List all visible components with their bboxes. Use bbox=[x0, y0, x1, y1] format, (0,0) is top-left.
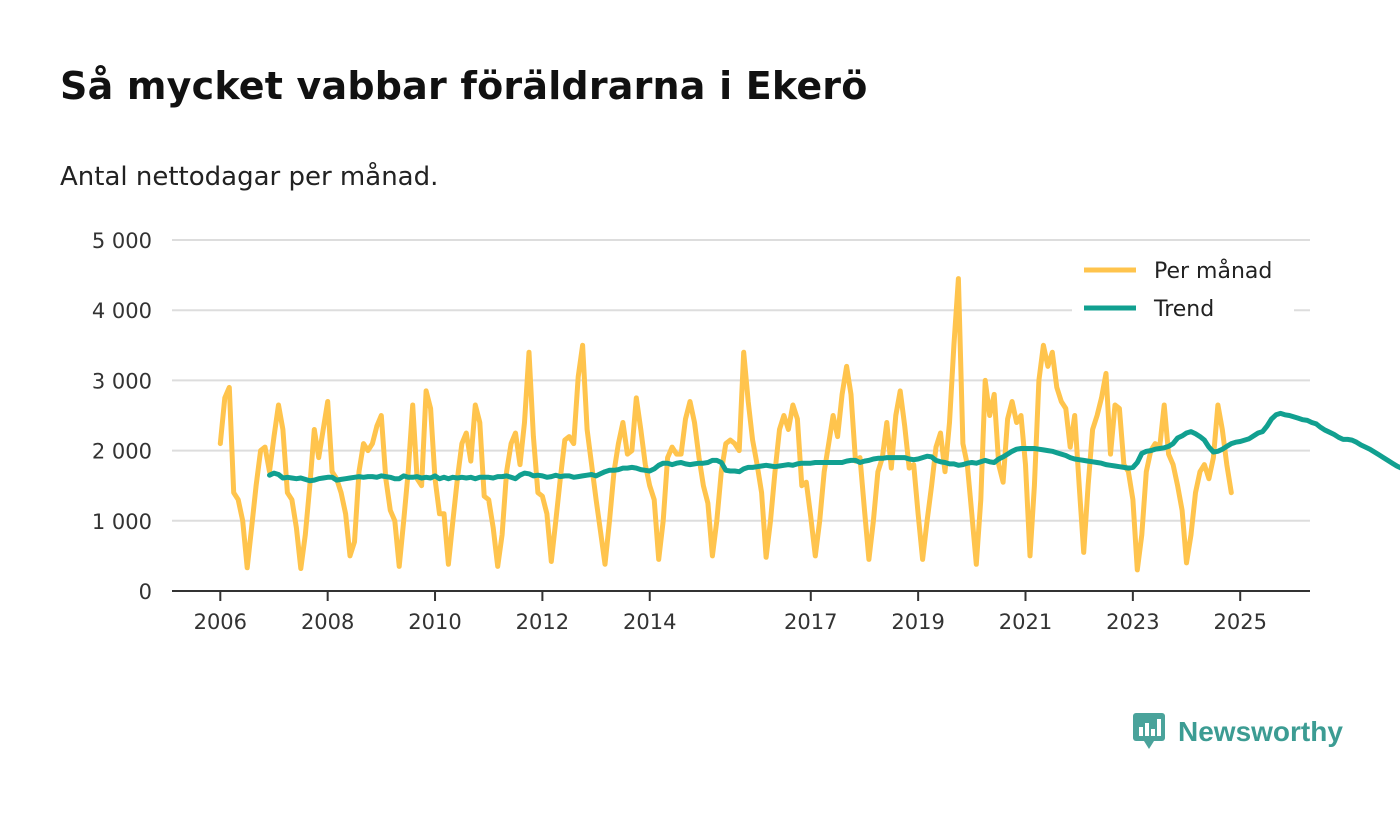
brand-name: Newsworthy bbox=[1178, 716, 1343, 747]
x-tick-label: 2019 bbox=[891, 610, 944, 634]
y-tick-label: 5 000 bbox=[92, 229, 152, 253]
y-tick-label: 4 000 bbox=[92, 299, 152, 323]
chart-title: Så mycket vabbar föräldrarna i Ekerö bbox=[60, 64, 868, 108]
series-lines bbox=[217, 276, 1400, 573]
y-tick-label: 0 bbox=[139, 580, 152, 604]
x-tick-label: 2021 bbox=[999, 610, 1052, 634]
x-axis: 2006 2008 2010 2012 2014 2017 2019 2021 2023 2025 bbox=[172, 590, 1310, 634]
legend: Per månad Trend bbox=[1072, 250, 1294, 330]
series-line-per-manad bbox=[217, 276, 1234, 573]
series-line-trend bbox=[267, 410, 1400, 484]
y-tick-label: 1 000 bbox=[92, 510, 152, 534]
x-tick-label: 2006 bbox=[194, 610, 247, 634]
legend-label: Trend bbox=[1153, 297, 1214, 322]
brand-logo: Newsworthy bbox=[1132, 712, 1343, 752]
y-axis: 0 1 000 2 000 3 000 4 000 5 000 bbox=[92, 229, 152, 604]
x-tick-label: 2012 bbox=[516, 610, 569, 634]
x-tick-label: 2023 bbox=[1106, 610, 1159, 634]
newsworthy-icon bbox=[1133, 713, 1165, 749]
x-tick-label: 2025 bbox=[1213, 610, 1266, 634]
x-tick-label: 2014 bbox=[623, 610, 676, 634]
legend-background bbox=[1072, 250, 1294, 330]
x-tick-label: 2010 bbox=[408, 610, 461, 634]
legend-label: Per månad bbox=[1154, 258, 1272, 284]
x-tick-label: 2017 bbox=[784, 610, 837, 634]
y-tick-label: 3 000 bbox=[92, 369, 152, 393]
x-tick-label: 2008 bbox=[301, 610, 354, 634]
y-tick-label: 2 000 bbox=[92, 440, 152, 464]
chart-subtitle: Antal nettodagar per månad. bbox=[60, 162, 439, 192]
